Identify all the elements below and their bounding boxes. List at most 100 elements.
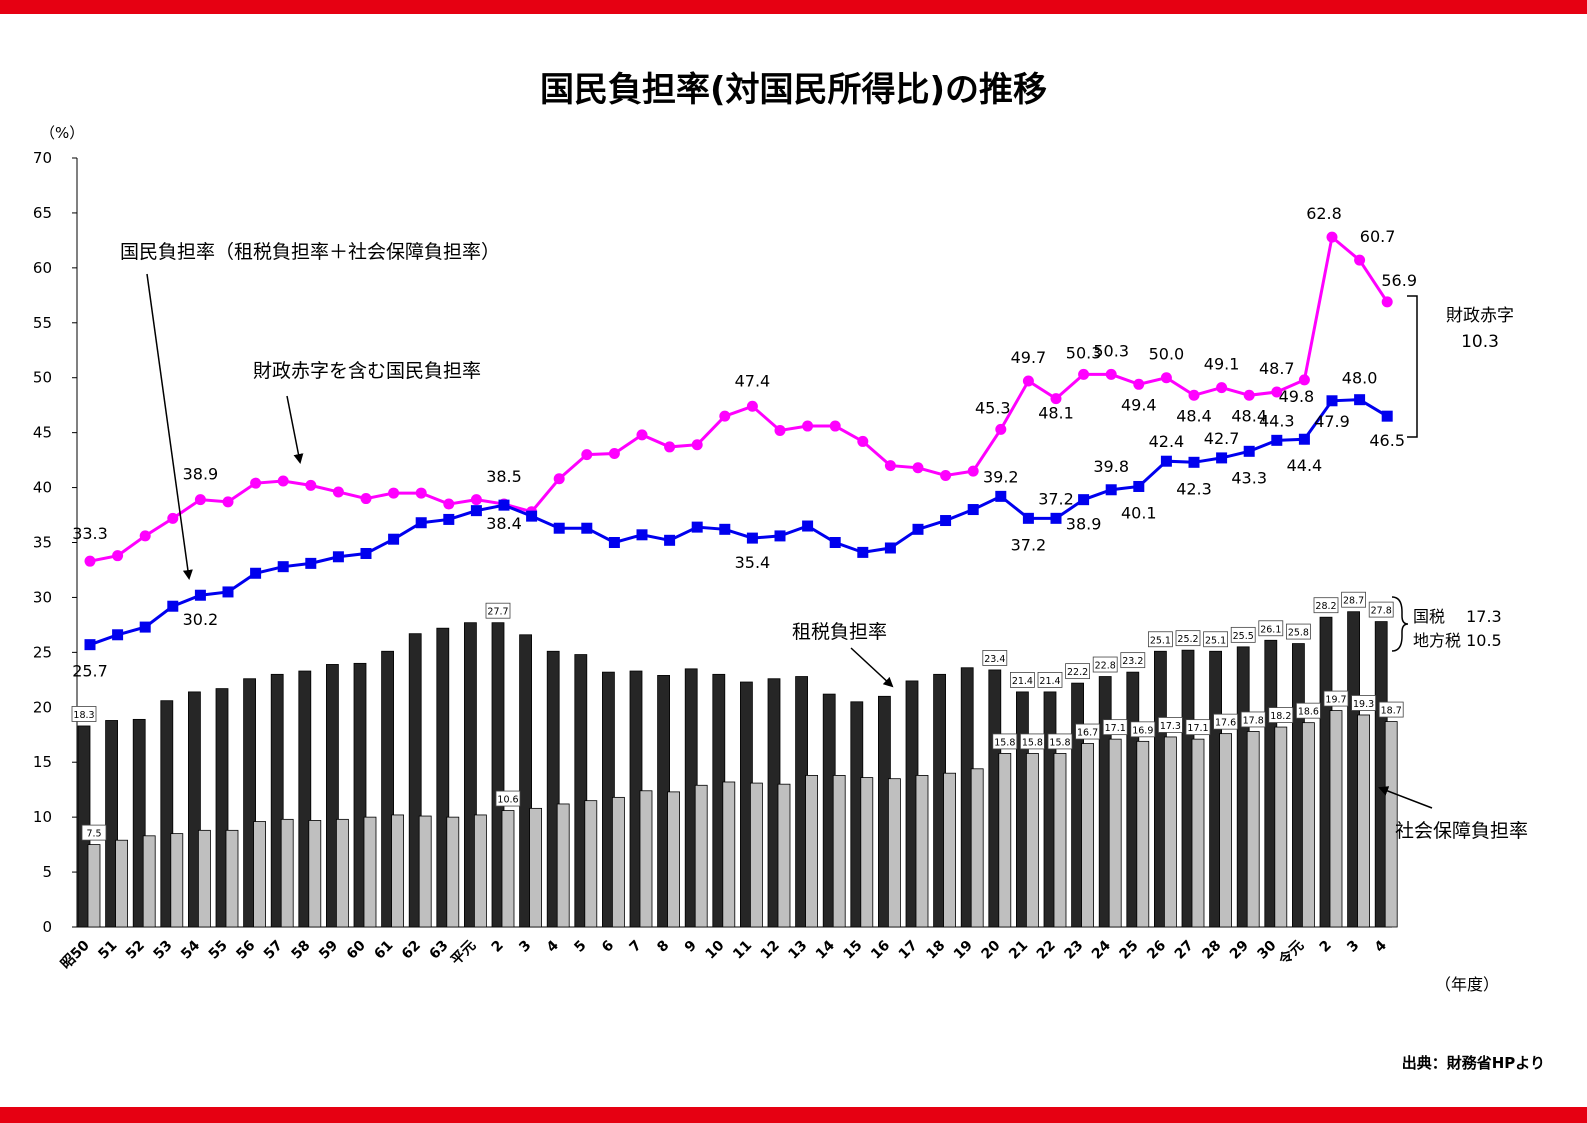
burden-point	[305, 557, 317, 569]
deficit-value-label: 48.1	[1038, 404, 1074, 423]
tax-series-label: 租税負担率	[792, 621, 887, 643]
bar-social	[750, 782, 763, 928]
bar-social	[1108, 738, 1122, 928]
y-tick-label: 5	[42, 863, 52, 881]
deficit-point	[691, 439, 703, 451]
deficit-point	[1160, 372, 1172, 384]
bar-label-tax-box	[1313, 597, 1339, 614]
bar-label-tax-box	[1120, 652, 1146, 669]
burden-series-label: 国民負担率（租税負担率＋社会保障負担率）	[120, 241, 500, 263]
y-tick-label: 25	[33, 643, 52, 661]
bar-label-tax-box	[1230, 626, 1256, 643]
bar-tax	[187, 691, 201, 928]
bar-social	[418, 815, 432, 928]
deficit-point	[1188, 389, 1200, 401]
x-tick-label: 令元	[1275, 937, 1308, 970]
deficit-point	[139, 530, 151, 542]
burden-point	[250, 567, 262, 579]
x-tick-label: 12	[758, 938, 783, 963]
x-tick-label: 2	[1317, 938, 1335, 956]
bar-label-tax: 25.1	[1150, 635, 1171, 646]
deficit-value-label: 60.7	[1360, 227, 1396, 246]
national-tax-label: 国税 17.3	[1413, 607, 1502, 626]
deficit-point	[1298, 374, 1310, 386]
deficit-value-label: 49.7	[1011, 348, 1047, 367]
deficit-point	[167, 512, 179, 524]
x-tick-label: 59	[316, 938, 341, 963]
burden-point	[167, 600, 179, 612]
bar-label-tax: 28.7	[1343, 596, 1364, 607]
bar-label-social-box	[1378, 701, 1404, 718]
bar-social	[777, 783, 791, 928]
burden-point	[1105, 484, 1117, 496]
bar-label-tax-box	[982, 650, 1008, 666]
deficit-point	[912, 462, 924, 474]
y-tick-label: 70	[33, 149, 52, 167]
burden-value-label: 38.9	[1066, 515, 1102, 534]
y-tick-label: 20	[33, 698, 52, 716]
bar-social	[915, 774, 929, 928]
x-tick-label: 54	[178, 937, 203, 962]
x-tick-label: 6	[599, 938, 617, 956]
x-tick-label: 53	[151, 938, 176, 963]
x-tick-label: 28	[1199, 938, 1224, 963]
bar-social	[612, 796, 625, 928]
y-tick-label: 10	[33, 808, 52, 826]
deficit-point	[967, 465, 979, 477]
bar-social	[888, 778, 901, 928]
burden-value-label: 44.3	[1259, 411, 1295, 430]
bar-label-social-box	[1240, 711, 1266, 728]
deficit-point	[829, 420, 841, 432]
burden-point	[139, 621, 151, 633]
y-unit-label: （%）	[40, 124, 84, 142]
burden-point	[940, 515, 952, 527]
deficit-value-label: 50.3	[1093, 341, 1129, 360]
burden-point	[608, 537, 620, 548]
burden-value-label: 47.9	[1314, 412, 1350, 431]
bar-label-tax: 27.7	[487, 607, 508, 618]
deficit-series-label: 財政赤字を含む国民負担率	[253, 360, 481, 382]
bar-social	[1384, 721, 1398, 928]
fiscal-deficit-bracket	[1407, 295, 1418, 438]
deficit-point	[360, 493, 372, 505]
bar-label-tax: 22.2	[1067, 667, 1088, 678]
burden-point	[112, 629, 124, 641]
burden-point	[719, 523, 731, 535]
x-tick-label: 14	[813, 937, 838, 962]
bar-social	[363, 816, 377, 928]
bar-social	[722, 781, 736, 928]
bar-label-social-box	[1047, 733, 1073, 750]
bar-social	[170, 833, 184, 928]
bar-label-social: 19.7	[1325, 695, 1346, 706]
deficit-value-label: 33.3	[72, 524, 108, 543]
bar-label-social: 17.1	[1187, 723, 1208, 734]
page-title: 国民負担率(対国民所得比)の推移	[539, 70, 1048, 110]
deficit-value-label: 48.7	[1259, 359, 1295, 378]
x-tick-label: 19	[951, 938, 976, 963]
x-tick-label: 5	[571, 938, 589, 956]
bar-label-social-box	[1213, 713, 1238, 730]
bar-label-tax: 28.2	[1315, 601, 1336, 612]
bar-social	[832, 774, 846, 928]
burden-point	[967, 504, 979, 516]
bar-social	[1302, 722, 1315, 928]
bar-label-social-box	[1020, 733, 1045, 750]
bar-label-tax-box	[1148, 631, 1173, 648]
deficit-value-label: 49.4	[1121, 395, 1157, 414]
bar-social	[335, 818, 349, 928]
deficit-point	[1354, 254, 1366, 266]
deficit-point	[1381, 296, 1393, 308]
burden-point	[1271, 434, 1283, 446]
bar-series	[77, 611, 1398, 928]
burden-value-label: 25.7	[72, 662, 108, 681]
deficit-point	[1133, 378, 1145, 390]
bar-label-social: 17.1	[1105, 723, 1126, 734]
burden-point	[84, 639, 96, 651]
x-tick-label: 22	[1034, 938, 1059, 963]
x-tick-label: 11	[730, 938, 755, 963]
burden-point	[1188, 456, 1200, 468]
bar-social	[501, 810, 515, 928]
x-tick-label: 15	[841, 938, 866, 963]
x-tick-label: 60	[344, 937, 369, 962]
